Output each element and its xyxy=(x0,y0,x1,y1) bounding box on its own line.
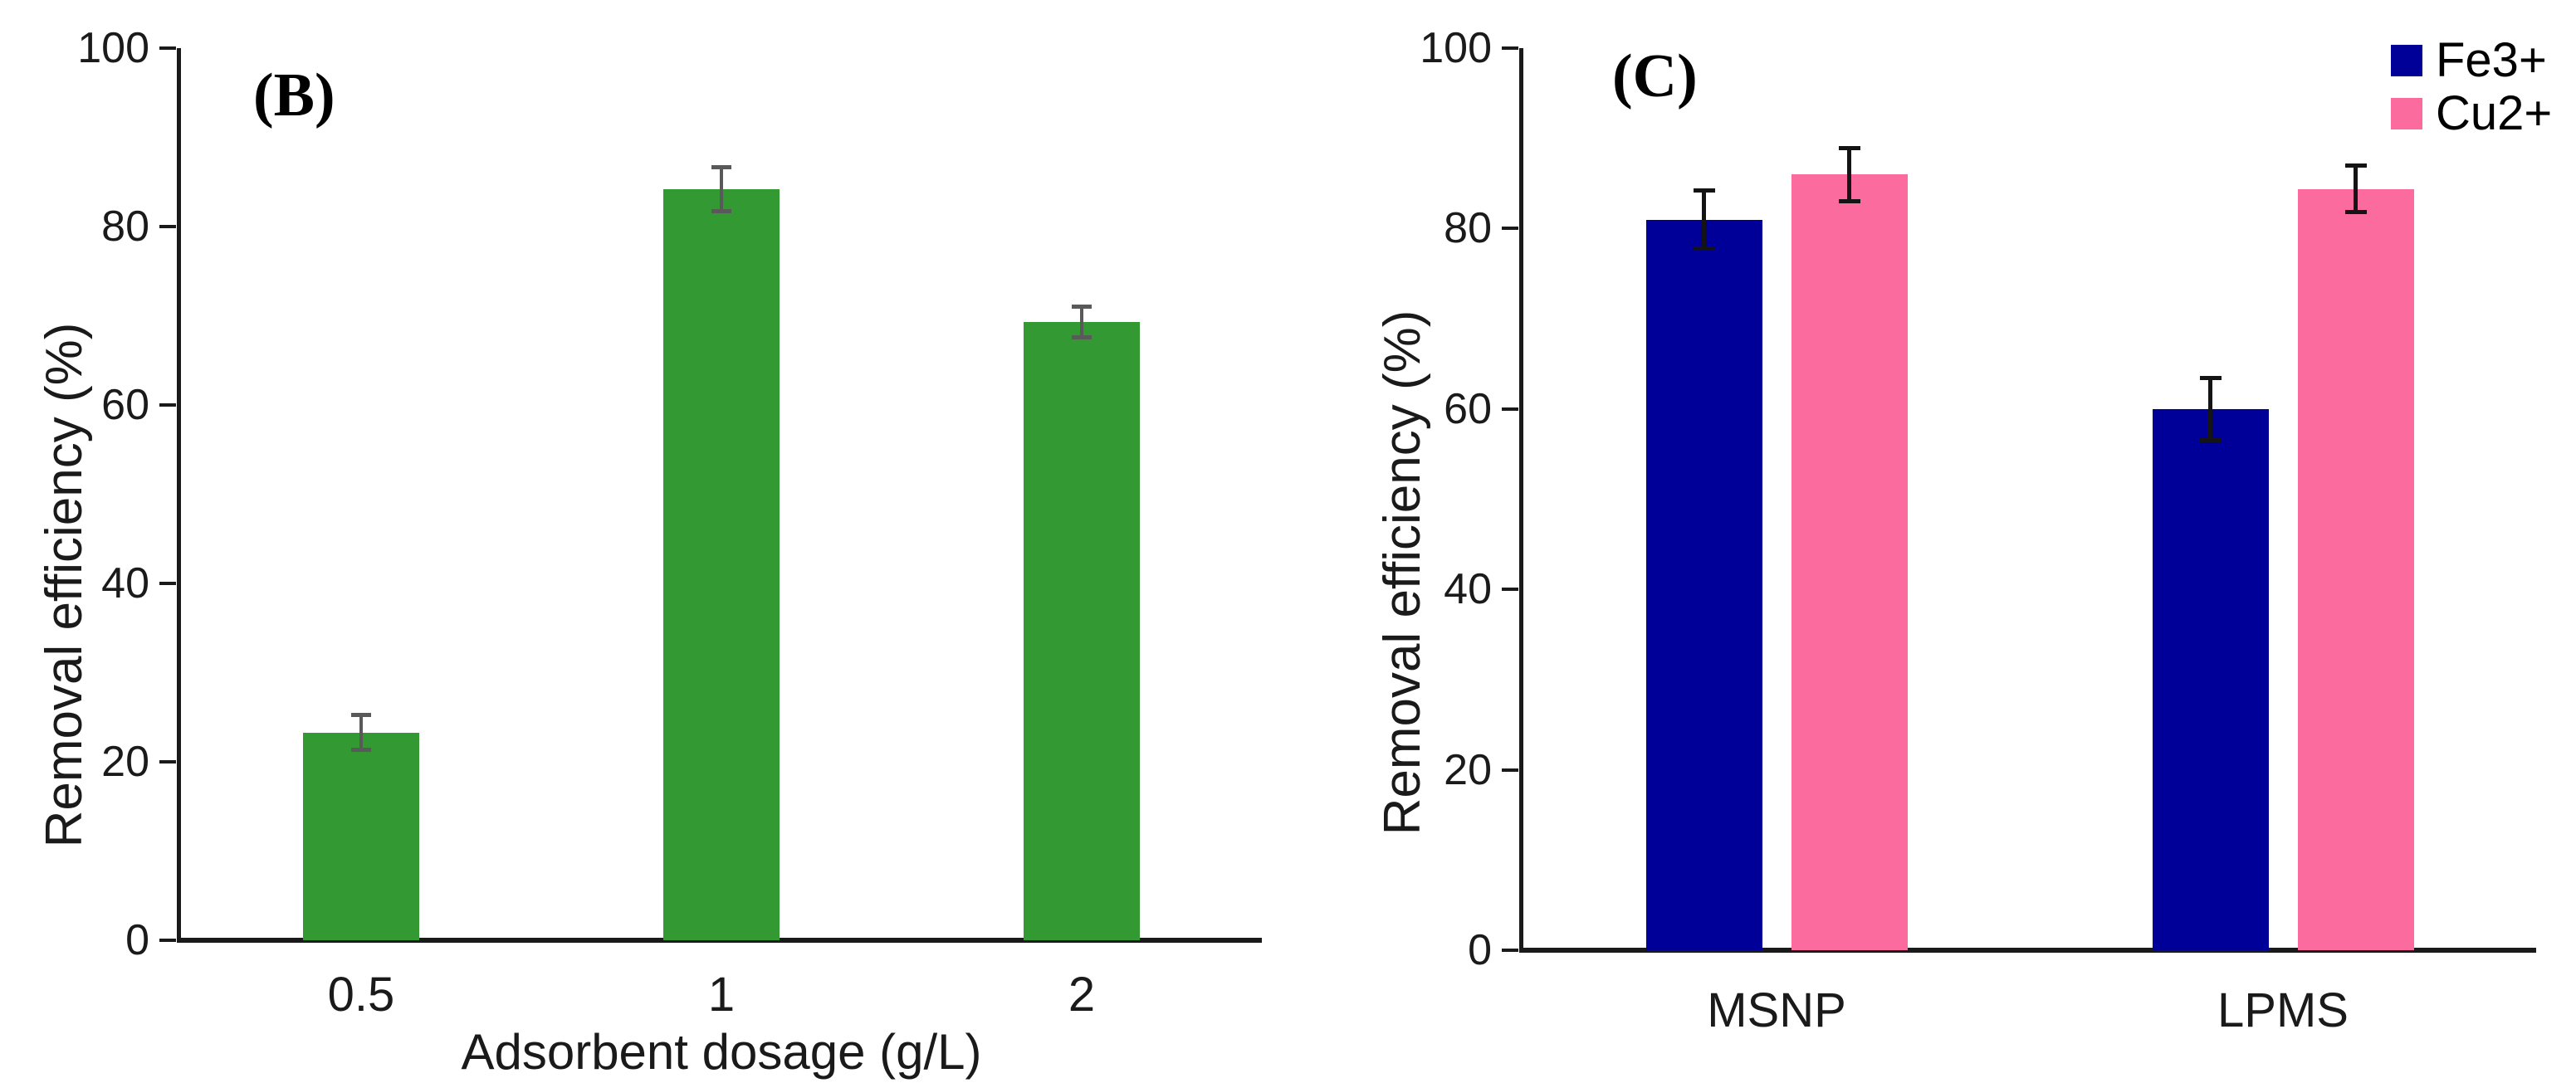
x-tick-label: 0.5 xyxy=(327,968,395,1022)
y-tick-mark xyxy=(159,46,176,50)
legend-row: Cu2+ xyxy=(2391,86,2553,140)
error-bar-cap-bottom xyxy=(711,208,731,213)
error-bar-cap-top xyxy=(351,713,371,718)
y-tick-mark xyxy=(1502,949,1518,952)
y-tick-mark xyxy=(159,225,176,228)
y-tick-mark xyxy=(1502,46,1518,50)
chart-panel-c: Removal efficiency (%) (C) 0 20 40 60 80 100 M… xyxy=(1287,0,2576,1083)
legend-label: Fe3+ xyxy=(2436,33,2547,87)
y-tick-label: 100 xyxy=(1420,24,1492,72)
y-tick-mark xyxy=(159,403,176,407)
legend-swatch-cu2 xyxy=(2391,98,2422,129)
bar-cu2-msnp xyxy=(1791,174,1908,950)
error-bar-cap-bottom xyxy=(351,748,371,753)
y-tick-mark xyxy=(159,760,176,763)
bar-fe3-msnp xyxy=(1645,219,1762,950)
legend-label: Cu2+ xyxy=(2436,86,2553,140)
error-bar xyxy=(1847,147,1851,202)
error-bar xyxy=(1080,305,1083,339)
legend-swatch-fe3 xyxy=(2391,45,2422,76)
y-tick-mark xyxy=(1502,768,1518,772)
y-tick-label: 80 xyxy=(101,202,149,251)
y-tick-mark xyxy=(1502,227,1518,231)
legend-row: Fe3+ xyxy=(2391,33,2552,87)
y-tick-label: 60 xyxy=(1444,384,1492,433)
y-tick-label: 20 xyxy=(1444,745,1492,794)
x-axis-label: Adsorbent dosage (g/L) xyxy=(461,1024,982,1080)
error-bar xyxy=(2354,165,2358,212)
chart-panel-b: Removal efficiency (%) (B) Adsorbent dos… xyxy=(0,0,1287,1083)
y-axis-line xyxy=(1519,48,1523,953)
y-tick-label: 0 xyxy=(125,916,149,964)
error-bar-cap-top xyxy=(1838,145,1860,150)
x-axis-line xyxy=(177,938,1262,943)
error-bar-cap-bottom xyxy=(2344,209,2367,214)
error-bar xyxy=(359,715,363,751)
x-tick-label: 2 xyxy=(1068,968,1096,1022)
bar-fe3-lpms xyxy=(2152,408,2269,950)
bar-1 xyxy=(663,188,780,940)
error-bar xyxy=(1702,189,1706,250)
error-bar-cap-bottom xyxy=(2199,437,2222,442)
plot-area: 0 20 40 60 80 100 MSNP LPMS xyxy=(1420,24,2536,1037)
error-bar-cap-top xyxy=(711,164,731,169)
y-tick-mark xyxy=(1502,588,1518,592)
bar-2 xyxy=(1024,322,1140,940)
error-bar-cap-top xyxy=(2344,163,2367,168)
y-tick-label: 100 xyxy=(77,24,149,72)
y-tick-label: 40 xyxy=(1444,565,1492,614)
error-bar-cap-bottom xyxy=(1838,198,1860,203)
plot-area: Adsorbent dosage (g/L) 0 20 40 60 80 100 0.5 1 2 xyxy=(77,24,1262,1079)
legend: Fe3+ Cu2+ xyxy=(2391,33,2553,150)
error-bar-cap-top xyxy=(2199,375,2222,380)
error-bar-cap-bottom xyxy=(1693,246,1715,251)
y-tick-mark xyxy=(159,582,176,585)
y-tick-mark xyxy=(1502,407,1518,411)
error-bar-cap-top xyxy=(1693,188,1715,193)
error-bar xyxy=(720,166,723,212)
error-bar xyxy=(2208,377,2212,441)
x-tick-label: 1 xyxy=(707,968,736,1022)
x-tick-label: MSNP xyxy=(1707,983,1846,1037)
y-tick-label: 60 xyxy=(101,381,149,429)
y-tick-label: 20 xyxy=(101,738,149,786)
y-tick-label: 0 xyxy=(1468,926,1492,974)
x-tick-label: LPMS xyxy=(2217,983,2349,1037)
bar-cu2-lpms xyxy=(2297,188,2414,950)
x-axis-line xyxy=(1519,948,2536,953)
panel-label-c: (C) xyxy=(1612,42,1698,110)
y-axis-line xyxy=(177,48,181,943)
y-tick-label: 80 xyxy=(1444,204,1492,253)
panel-label-b: (B) xyxy=(253,61,335,129)
bar-0.5 xyxy=(303,732,419,940)
error-bar-cap-top xyxy=(1072,304,1092,309)
y-tick-label: 40 xyxy=(101,559,149,607)
error-bar-cap-bottom xyxy=(1072,335,1092,340)
y-tick-mark xyxy=(159,939,176,942)
